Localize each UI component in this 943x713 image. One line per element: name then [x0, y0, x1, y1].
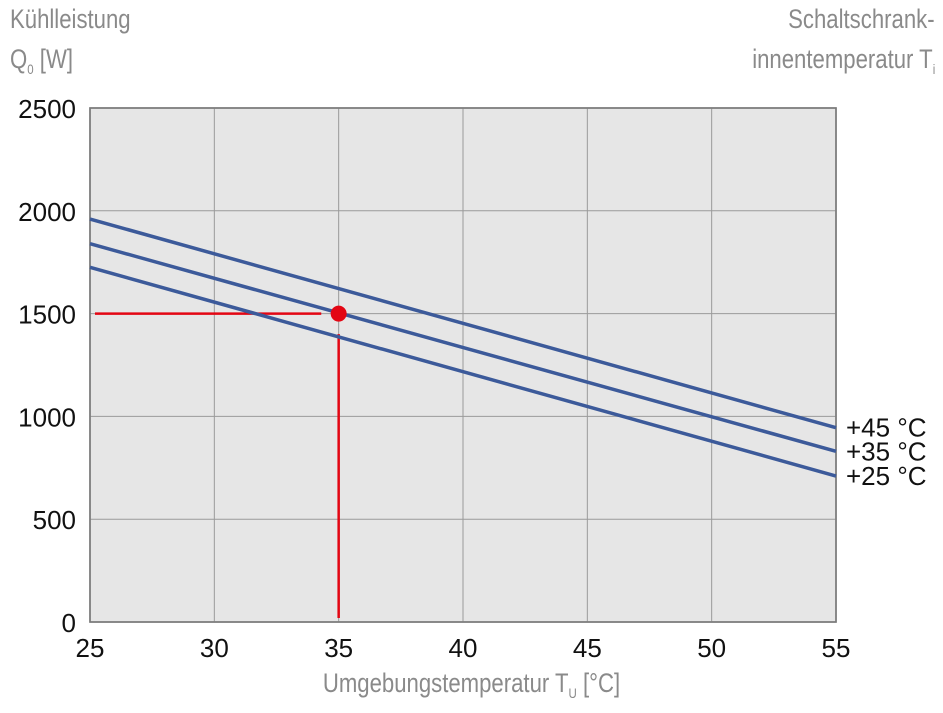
- x-label-sub: U: [568, 685, 577, 701]
- y-tick-label: 500: [33, 505, 76, 535]
- x-tick-label: 25: [76, 633, 105, 663]
- y-symbol-sub: 0: [27, 61, 34, 77]
- x-tick-label: 30: [200, 633, 229, 663]
- legend-label: +35 °C: [846, 436, 927, 466]
- plot-border: [89, 107, 837, 623]
- series-line: [89, 217, 837, 430]
- legend-label: +45 °C: [846, 413, 927, 443]
- y-tick-label: 1500: [18, 300, 76, 330]
- legend-title-line1: Schaltschrank-: [788, 4, 935, 34]
- x-tick-label: 45: [573, 633, 602, 663]
- x-unit: [°C]: [583, 668, 621, 698]
- x-tick-label: 55: [822, 633, 851, 663]
- y-tick-label: 1000: [18, 402, 76, 432]
- x-label-text: Umgebungstemperatur T: [322, 668, 569, 698]
- legend-label: +25 °C: [846, 461, 927, 491]
- legend-title-line2: innentemperatur Ti: [752, 44, 935, 77]
- series-line: [89, 265, 837, 478]
- y-symbol: Q: [10, 44, 28, 74]
- legend-title-text: innentemperatur T: [751, 44, 933, 74]
- y-axis-unit: Q0 [W]: [10, 44, 73, 77]
- y-unit: [W]: [39, 44, 73, 74]
- annotation-point: [330, 305, 347, 322]
- x-tick-label: 35: [324, 633, 353, 663]
- y-tick-label: 0: [62, 608, 76, 638]
- x-tick-label: 50: [697, 633, 726, 663]
- y-tick-label: 2000: [18, 197, 76, 227]
- y-tick-label: 2500: [18, 94, 76, 124]
- series-line: [89, 242, 837, 454]
- y-axis-label: Kühlleistung: [10, 4, 131, 34]
- x-tick-label: 40: [449, 633, 478, 663]
- x-axis-label: Umgebungstemperatur TU [°C]: [85, 668, 858, 701]
- legend-title-sub: i: [932, 61, 935, 77]
